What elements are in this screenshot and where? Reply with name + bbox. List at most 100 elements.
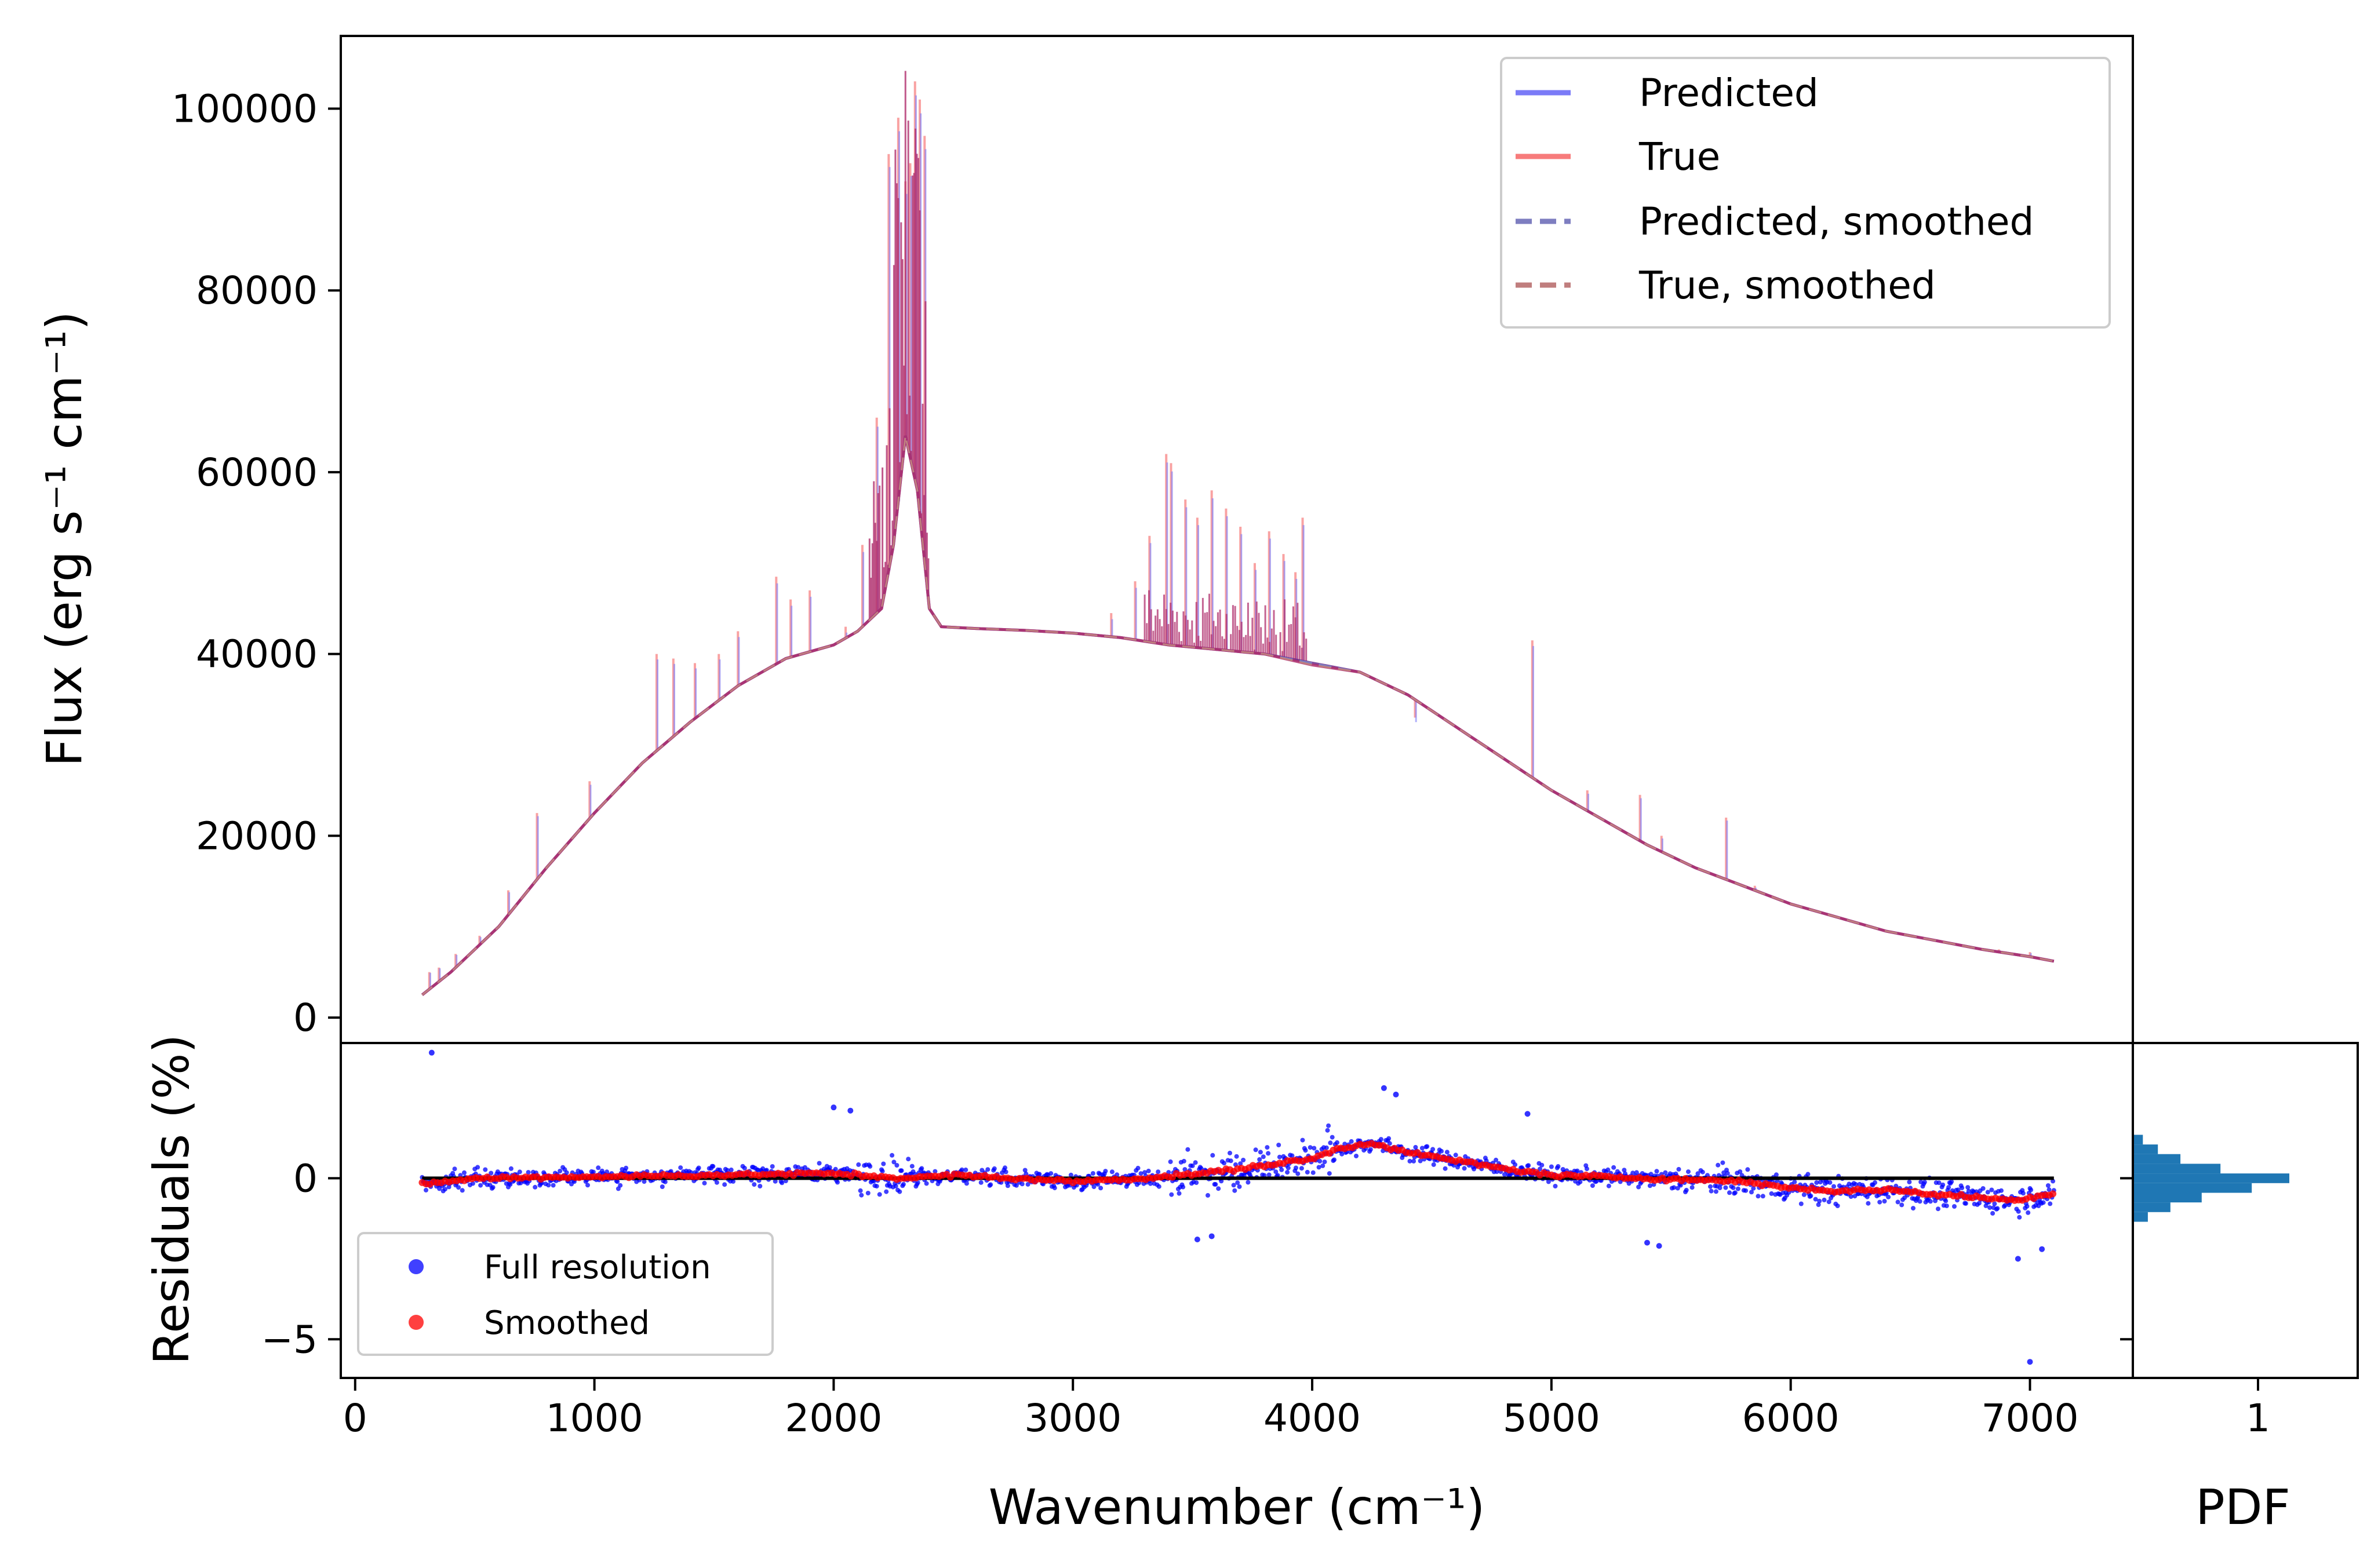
full-resolution-point xyxy=(1676,1166,1681,1172)
full-resolution-point xyxy=(1725,1170,1730,1176)
histogram-bar xyxy=(2133,1144,2158,1154)
full-resolution-point xyxy=(1732,1190,1738,1195)
full-resolution-point xyxy=(1585,1166,1589,1172)
full-resolution-point xyxy=(1316,1165,1321,1170)
full-resolution-point xyxy=(1992,1201,1997,1206)
histogram-bar xyxy=(2133,1173,2289,1183)
histogram-x-axis-label: PDF xyxy=(2195,1479,2290,1536)
full-resolution-point xyxy=(1907,1179,1912,1184)
full-resolution-point xyxy=(1166,1170,1171,1175)
main-y-tick-label: 20000 xyxy=(196,814,318,858)
full-resolution-point xyxy=(893,1183,898,1188)
full-resolution-point xyxy=(1354,1154,1359,1158)
full-resolution-point xyxy=(1193,1160,1198,1165)
main-y-tick-label: 100000 xyxy=(172,86,318,131)
full-resolution-point xyxy=(1774,1172,1779,1177)
full-resolution-point xyxy=(1378,1137,1383,1142)
full-resolution-point xyxy=(992,1166,997,1171)
full-resolution-point xyxy=(1990,1210,1995,1216)
full-resolution-point xyxy=(1320,1163,1325,1168)
x-tick-label: 7000 xyxy=(1982,1396,2079,1441)
full-resolution-point xyxy=(460,1188,465,1193)
full-resolution-point xyxy=(1443,1166,1448,1171)
full-resolution-point xyxy=(702,1180,707,1186)
full-resolution-point xyxy=(899,1168,904,1173)
full-resolution-point xyxy=(1326,1123,1331,1128)
full-resolution-point xyxy=(856,1162,861,1167)
full-resolution-point xyxy=(1003,1165,1007,1170)
full-resolution-point xyxy=(1960,1186,1965,1190)
full-resolution-point xyxy=(2048,1201,2053,1206)
full-resolution-point xyxy=(662,1179,668,1184)
full-resolution-point xyxy=(988,1182,993,1187)
full-resolution-point xyxy=(1308,1145,1313,1150)
x-tick-label: 5000 xyxy=(1503,1396,1600,1441)
full-resolution-point xyxy=(1695,1171,1700,1176)
full-resolution-point xyxy=(933,1169,938,1174)
full-resolution-point xyxy=(489,1170,494,1176)
full-resolution-point xyxy=(731,1179,735,1184)
full-resolution-point xyxy=(642,1179,647,1184)
full-resolution-point xyxy=(1717,1186,1722,1190)
full-resolution-point xyxy=(1262,1173,1267,1178)
full-resolution-point xyxy=(470,1181,475,1186)
full-resolution-point xyxy=(1808,1193,1813,1198)
full-resolution-point xyxy=(1146,1168,1151,1173)
full-resolution-point xyxy=(1731,1185,1736,1190)
full-resolution-point xyxy=(458,1173,463,1178)
x-tick-label: 4000 xyxy=(1263,1396,1361,1441)
full-resolution-point xyxy=(959,1167,964,1172)
full-resolution-point xyxy=(1328,1140,1333,1146)
full-resolution-point xyxy=(1285,1165,1291,1170)
full-resolution-point xyxy=(1148,1181,1153,1186)
full-resolution-point xyxy=(1853,1182,1858,1187)
full-resolution-point xyxy=(1444,1150,1450,1155)
full-resolution-point xyxy=(1258,1150,1263,1155)
full-resolution-point xyxy=(1827,1180,1833,1185)
smoothed-point xyxy=(2049,1190,2057,1198)
full-resolution-point xyxy=(714,1180,719,1185)
full-resolution-point xyxy=(1720,1160,1725,1165)
full-resolution-point xyxy=(1546,1179,1551,1184)
full-resolution-point xyxy=(1813,1197,1818,1202)
main-y-tick-label: 0 xyxy=(293,996,318,1040)
full-resolution-point xyxy=(533,1184,538,1190)
full-resolution-outlier xyxy=(1208,1233,1215,1239)
full-resolution-point xyxy=(1575,1168,1580,1173)
full-resolution-point xyxy=(1241,1158,1246,1162)
full-resolution-point xyxy=(1228,1150,1232,1155)
histogram-bar xyxy=(2133,1202,2171,1212)
full-resolution-point xyxy=(546,1183,551,1188)
histogram-bar xyxy=(2133,1183,2252,1193)
full-resolution-outlier xyxy=(2027,1359,2033,1365)
full-resolution-point xyxy=(1743,1188,1749,1193)
full-resolution-point xyxy=(1494,1169,1499,1174)
full-resolution-point xyxy=(1556,1164,1561,1169)
full-resolution-point xyxy=(1735,1186,1740,1191)
full-resolution-point xyxy=(891,1159,897,1165)
full-resolution-point xyxy=(1098,1186,1104,1191)
full-resolution-point xyxy=(1325,1128,1330,1133)
full-resolution-point xyxy=(456,1185,461,1190)
histogram-bar xyxy=(2133,1135,2143,1145)
full-resolution-point xyxy=(1513,1162,1518,1167)
full-resolution-point xyxy=(1684,1187,1689,1193)
full-resolution-point xyxy=(1181,1184,1186,1190)
full-resolution-point xyxy=(1822,1197,1827,1202)
main-spectrum-lines xyxy=(421,71,2055,996)
full-resolution-point xyxy=(1756,1194,1761,1199)
full-resolution-point xyxy=(877,1192,882,1197)
x-tick-label: 6000 xyxy=(1742,1396,1840,1441)
full-resolution-point xyxy=(1181,1158,1186,1164)
main-y-tick-label: 80000 xyxy=(196,268,318,313)
full-resolution-point xyxy=(1349,1139,1354,1144)
full-resolution-point xyxy=(1966,1188,1971,1194)
full-resolution-point xyxy=(1037,1172,1042,1177)
full-resolution-point xyxy=(1963,1201,1968,1206)
full-resolution-point xyxy=(1025,1182,1030,1187)
full-resolution-point xyxy=(1368,1147,1373,1152)
full-resolution-outlier xyxy=(1524,1111,1531,1117)
full-resolution-point xyxy=(508,1182,513,1187)
residuals-panel: −5 0 0 1000 2000 3000 4000 5000 6000 7000 Full re… xyxy=(143,1034,2134,1536)
full-resolution-point xyxy=(1290,1153,1295,1158)
